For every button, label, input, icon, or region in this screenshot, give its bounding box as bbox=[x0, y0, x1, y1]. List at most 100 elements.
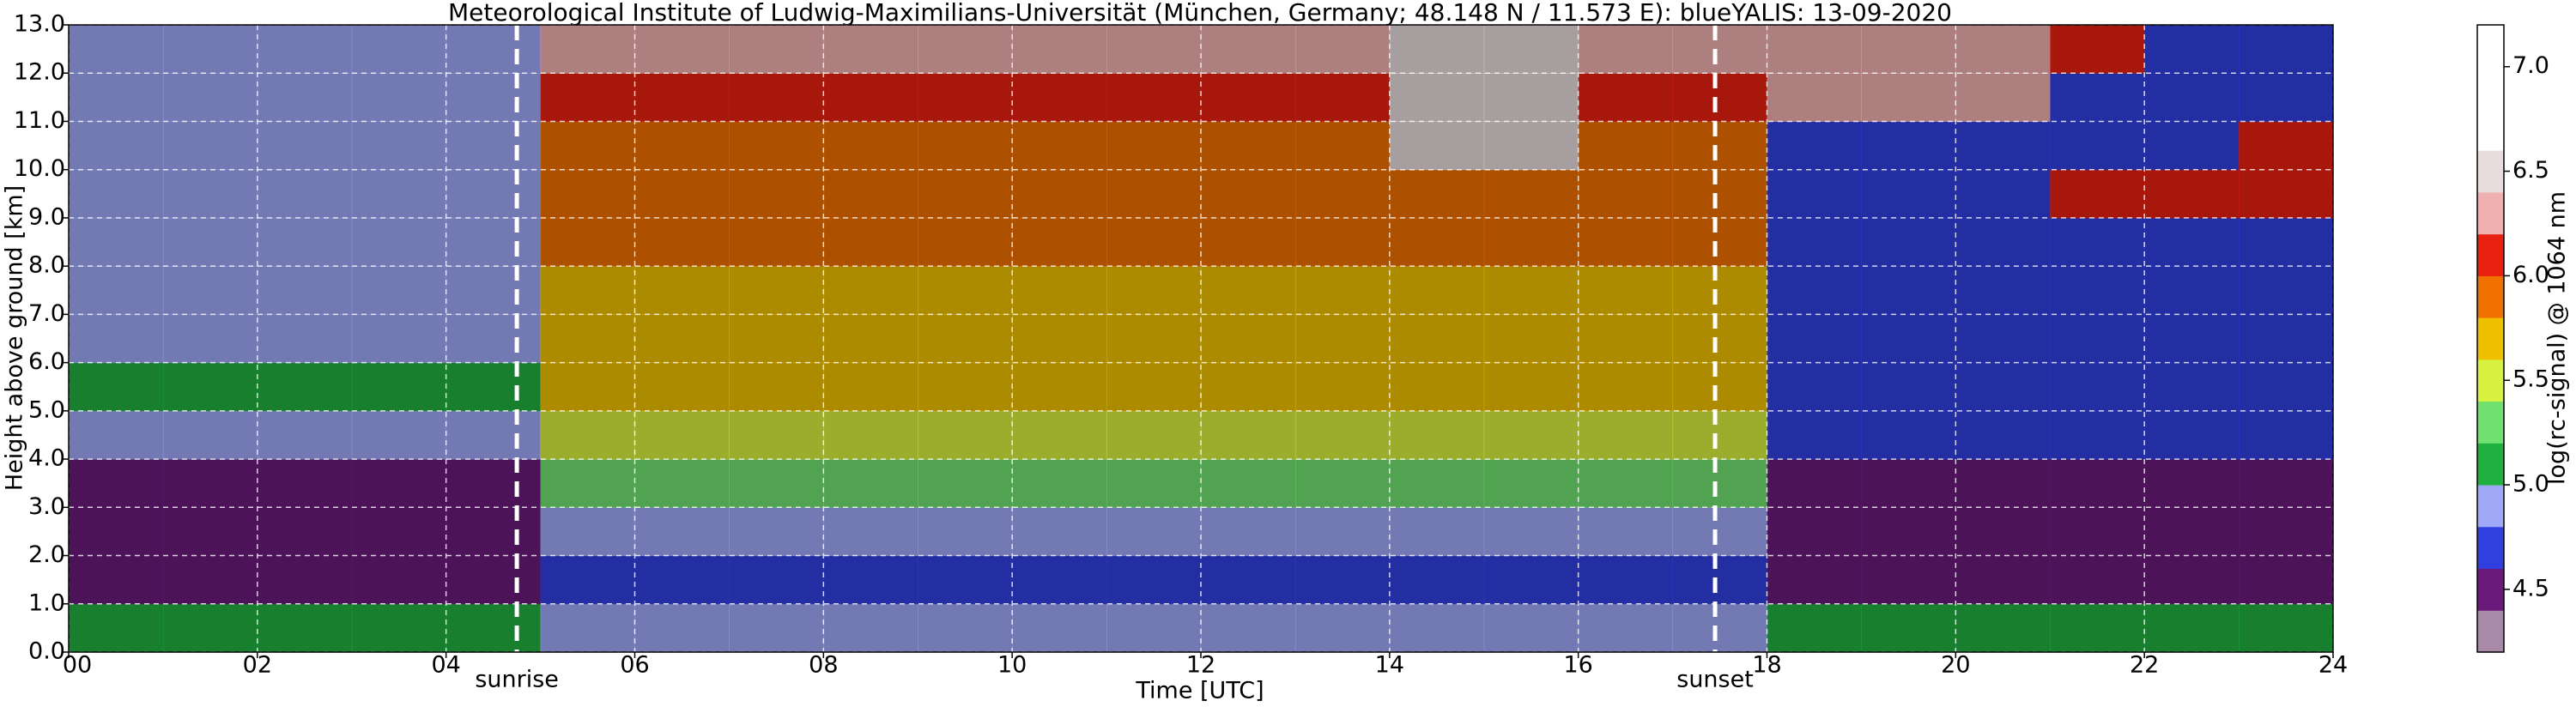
heatmap-cell bbox=[2050, 459, 2145, 508]
heatmap-cell bbox=[1672, 603, 1767, 653]
heatmap-cell bbox=[1672, 217, 1767, 267]
heatmap-cell bbox=[1294, 73, 1391, 122]
heatmap-cell bbox=[1955, 410, 2051, 460]
heatmap-cell bbox=[69, 603, 164, 653]
heatmap-cell bbox=[540, 603, 635, 653]
heatmap-cell bbox=[162, 217, 258, 267]
heatmap-cell bbox=[1201, 314, 1296, 364]
heatmap-cell bbox=[162, 314, 258, 364]
heatmap-cell bbox=[823, 410, 918, 460]
heatmap-cell bbox=[1955, 121, 2051, 171]
heatmap-cell bbox=[351, 410, 447, 460]
heatmap-cell bbox=[1861, 362, 1956, 412]
heatmap-cell bbox=[1106, 266, 1202, 315]
heatmap-cell bbox=[823, 603, 918, 653]
heatmap-cell bbox=[2144, 73, 2240, 122]
heatmap-cell bbox=[2050, 217, 2145, 267]
heatmap-cell bbox=[1483, 25, 1579, 74]
heatmap-cell bbox=[1483, 603, 1579, 653]
heatmap-cell bbox=[1767, 507, 1862, 557]
heatmap-cell bbox=[162, 507, 258, 557]
y-tick-label: 10.0 bbox=[14, 155, 65, 182]
heatmap-cell bbox=[2239, 410, 2334, 460]
heatmap-cell bbox=[2239, 217, 2334, 267]
colorbar-segment bbox=[2477, 66, 2504, 109]
heatmap-cell bbox=[1767, 25, 1862, 74]
heatmap-cell bbox=[1294, 169, 1391, 219]
heatmap-cell bbox=[2239, 169, 2334, 219]
heatmap-cell bbox=[1483, 410, 1579, 460]
y-tick-label: 11.0 bbox=[14, 107, 65, 134]
colorbar-segment bbox=[2477, 568, 2504, 611]
heatmap-cell bbox=[2239, 362, 2334, 412]
colorbar-segment bbox=[2477, 108, 2504, 151]
heatmap-cell bbox=[634, 25, 730, 74]
heatmap-cell bbox=[1578, 507, 1674, 557]
heatmap-cell bbox=[1672, 266, 1767, 315]
heatmap-cell bbox=[823, 73, 918, 122]
heatmap-cell bbox=[1672, 410, 1767, 460]
heatmap-cell bbox=[1389, 121, 1485, 171]
heatmap-cell bbox=[1861, 410, 1956, 460]
y-tick-label: 12.0 bbox=[14, 59, 65, 86]
heatmap-cell bbox=[1483, 314, 1579, 364]
heatmap-cell bbox=[1201, 73, 1296, 122]
heatmap-cell bbox=[445, 410, 542, 460]
heatmap-cell bbox=[257, 603, 353, 653]
heatmap-cell bbox=[1672, 73, 1767, 122]
heatmap-cell bbox=[1389, 362, 1485, 412]
heatmap-cell bbox=[823, 25, 918, 74]
x-tick-label: 02 bbox=[243, 652, 272, 679]
heatmap-cell bbox=[2144, 507, 2240, 557]
annotation-label: sunrise bbox=[475, 667, 559, 693]
heatmap-cell bbox=[540, 217, 635, 267]
heatmap-cell bbox=[2144, 555, 2240, 605]
heatmap-cell bbox=[69, 459, 164, 508]
heatmap-cell bbox=[1012, 410, 1107, 460]
heatmap-cell bbox=[2050, 169, 2145, 219]
heatmap-cell bbox=[1955, 266, 2051, 315]
x-tick-label: 22 bbox=[2130, 652, 2159, 679]
y-tick-label: 1.0 bbox=[28, 589, 65, 616]
heatmap-cell bbox=[257, 217, 353, 267]
heatmap-cell bbox=[729, 314, 824, 364]
heatmap-cell bbox=[445, 362, 542, 412]
heatmap-cell bbox=[1578, 25, 1674, 74]
heatmap-cell bbox=[2050, 121, 2145, 171]
heatmap-cell bbox=[1012, 314, 1107, 364]
x-tick-label: 24 bbox=[2318, 652, 2348, 679]
heatmap-cell bbox=[1861, 25, 1956, 74]
heatmap-cell bbox=[634, 459, 730, 508]
heatmap-cell bbox=[1012, 121, 1107, 171]
heatmap-cell bbox=[1672, 459, 1767, 508]
heatmap-cell bbox=[1294, 121, 1391, 171]
heatmap-cell bbox=[351, 555, 447, 605]
heatmap-cell bbox=[1578, 217, 1674, 267]
heatmap-cell bbox=[2050, 555, 2145, 605]
heatmap-cell bbox=[162, 169, 258, 219]
heatmap-cell bbox=[2050, 603, 2145, 653]
heatmap-cell bbox=[1389, 603, 1485, 653]
colorbar-label: log(rc-signal) @ 1064 nm bbox=[2544, 191, 2571, 485]
heatmap-cell bbox=[918, 73, 1013, 122]
heatmap-cell bbox=[1201, 362, 1296, 412]
heatmap-cell bbox=[540, 362, 635, 412]
heatmap-cell bbox=[162, 362, 258, 412]
heatmap-cell bbox=[1012, 459, 1107, 508]
colorbar-segment bbox=[2477, 25, 2504, 68]
heatmap-cell bbox=[1294, 410, 1391, 460]
y-tick-label: 9.0 bbox=[28, 203, 65, 230]
heatmap-cell bbox=[729, 169, 824, 219]
heatmap-cell bbox=[1106, 362, 1202, 412]
heatmap-cell bbox=[1201, 555, 1296, 605]
heatmap-cell bbox=[351, 73, 447, 122]
heatmap-cell bbox=[1767, 121, 1862, 171]
heatmap-cell bbox=[162, 603, 258, 653]
heatmap-cell bbox=[69, 217, 164, 267]
heatmap-cell bbox=[445, 314, 542, 364]
heatmap-cell bbox=[1955, 73, 2051, 122]
heatmap-cell bbox=[1483, 266, 1579, 315]
heatmap-cell bbox=[1294, 266, 1391, 315]
heatmap-cell bbox=[918, 410, 1013, 460]
heatmap-cell bbox=[2050, 507, 2145, 557]
